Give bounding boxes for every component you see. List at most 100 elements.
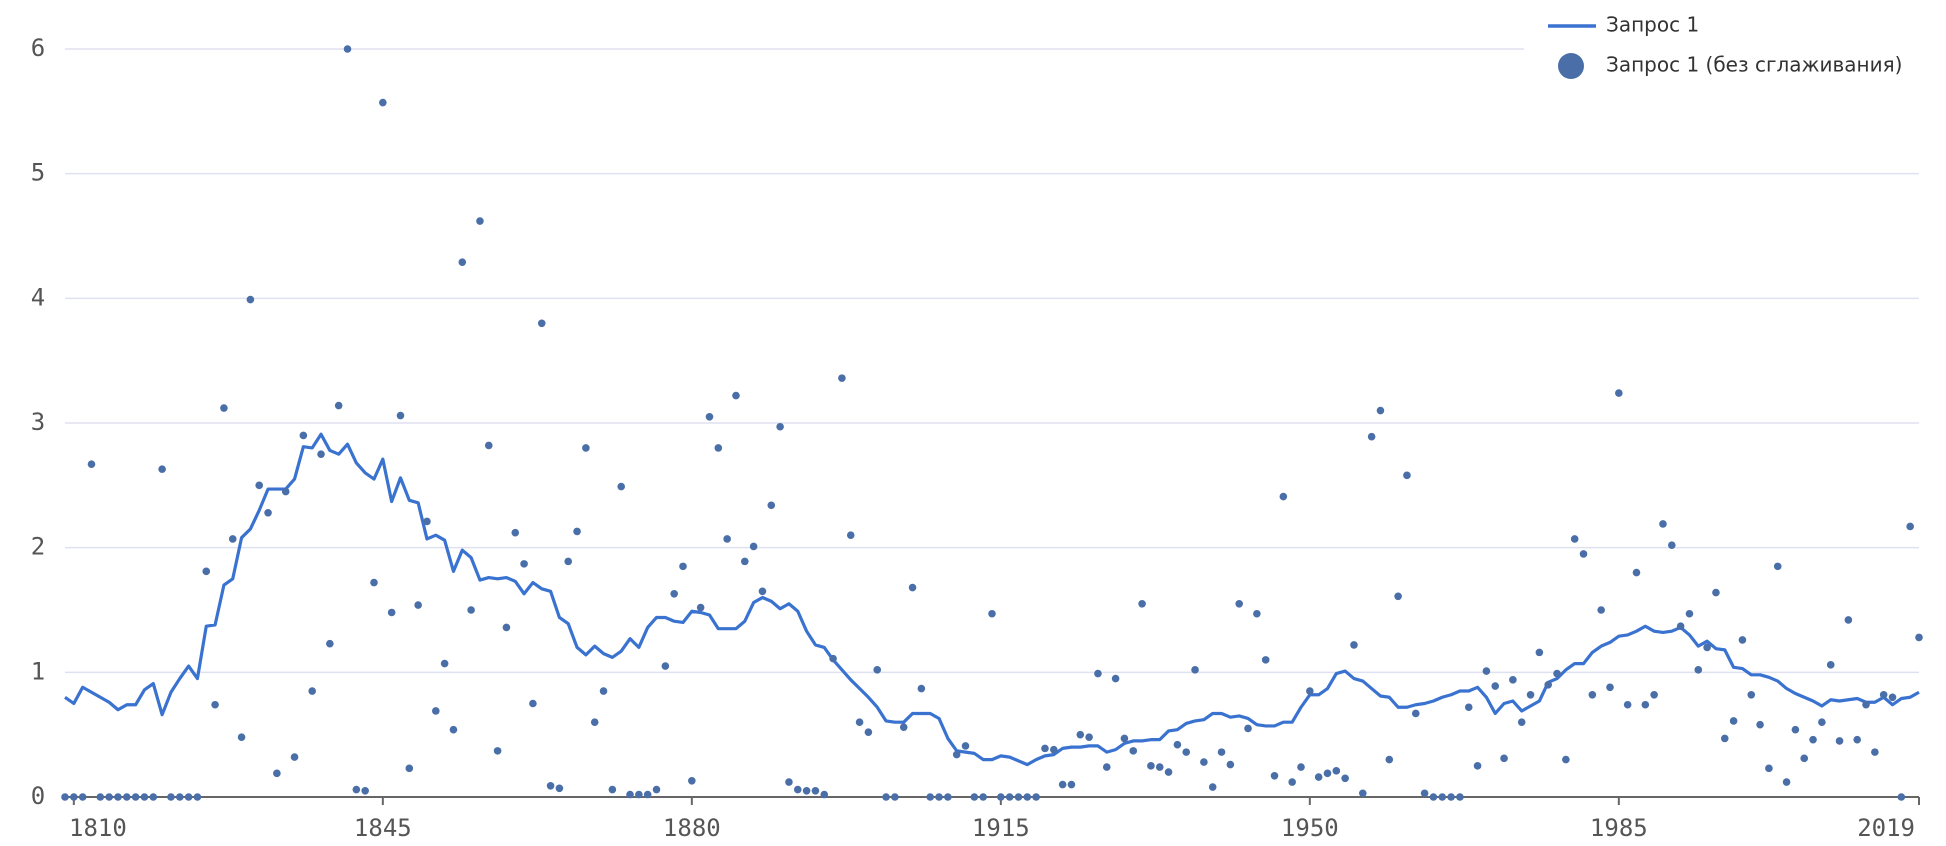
data-point: [899, 723, 908, 731]
data-point: [387, 608, 396, 617]
data-point: [1023, 793, 1032, 801]
y-tick-label: 5: [31, 159, 45, 187]
data-point: [1173, 740, 1182, 749]
data-point: [1632, 568, 1641, 577]
data-point: [935, 793, 943, 801]
data-point: [396, 411, 405, 420]
data-point: [70, 793, 78, 801]
data-point: [1738, 636, 1747, 644]
data-point: [1076, 730, 1085, 739]
data-point: [661, 662, 670, 670]
data-point: [1915, 633, 1923, 642]
data-point: [1535, 648, 1544, 657]
data-point: [741, 557, 749, 566]
data-point: [1208, 783, 1217, 791]
data-point: [220, 404, 228, 412]
data-point: [1385, 755, 1394, 764]
data-point: [1147, 762, 1155, 770]
data-point: [1668, 541, 1676, 549]
data-point: [175, 793, 184, 801]
data-point: [96, 793, 105, 801]
data-point: [1879, 690, 1888, 699]
data-point: [281, 487, 290, 496]
data-point: [149, 793, 158, 801]
data-point: [1685, 609, 1694, 618]
data-point: [767, 501, 776, 510]
data-point: [1623, 700, 1632, 709]
data-point: [1482, 667, 1491, 675]
data-point: [776, 422, 784, 431]
x-tick-label: 1915: [972, 814, 1030, 842]
data-point: [1253, 609, 1261, 618]
data-point: [705, 412, 714, 421]
data-point: [617, 482, 625, 491]
data-point: [1332, 767, 1341, 775]
data-point: [793, 785, 802, 794]
data-point: [1359, 789, 1367, 798]
data-point: [679, 562, 687, 571]
data-point: [643, 790, 652, 799]
plot-area: [61, 45, 1923, 801]
data-point: [1773, 562, 1782, 571]
data-point: [290, 753, 299, 761]
x-tick-label: 1985: [1590, 814, 1648, 842]
data-point: [1826, 661, 1835, 669]
data-point: [193, 793, 202, 801]
data-point: [1094, 669, 1102, 678]
data-point: [1615, 389, 1623, 397]
data-point: [758, 587, 767, 596]
data-point: [1217, 748, 1226, 756]
data-point: [493, 747, 502, 755]
data-point: [1164, 768, 1173, 776]
data-point: [264, 508, 272, 517]
data-point: [732, 391, 740, 400]
data-point: [1155, 763, 1164, 771]
data-point: [1411, 709, 1420, 718]
data-point: [1288, 778, 1296, 786]
y-tick-label: 3: [31, 408, 45, 436]
data-point: [123, 793, 131, 801]
grid: 0 1 2 3 4 5 6 1810 1845 1880 1915 1950 1985 2019: [31, 34, 1920, 842]
data-point: [1297, 763, 1305, 771]
data-point: [1703, 643, 1711, 652]
data-point: [1517, 718, 1526, 726]
data-point: [688, 776, 696, 785]
data-point: [158, 465, 166, 473]
data-point: [476, 217, 484, 225]
data-point: [299, 431, 308, 440]
data-point: [511, 528, 520, 537]
line-series: [64, 432, 1920, 767]
data-point: [1058, 780, 1067, 789]
data-point: [855, 718, 864, 726]
data-point: [1606, 683, 1614, 692]
data-point: [1191, 666, 1199, 674]
data-point: [555, 784, 564, 793]
data-point: [1818, 718, 1826, 726]
data-point: [1500, 754, 1508, 763]
data-point: [1244, 724, 1252, 733]
data-point: [1120, 734, 1129, 743]
data-point: [714, 444, 723, 452]
data-point: [979, 793, 987, 801]
data-point: [467, 606, 475, 614]
data-point: [1350, 641, 1358, 649]
data-point: [140, 793, 149, 801]
data-point: [652, 785, 661, 794]
y-tick-label: 2: [31, 533, 45, 561]
legend: Запрос 1 Запрос 1 (без сглаживания): [1524, 0, 1946, 92]
data-point: [917, 684, 926, 693]
data-point: [1050, 745, 1058, 754]
data-point: [1676, 622, 1685, 631]
data-point: [1509, 676, 1517, 684]
data-point: [546, 781, 555, 790]
data-point: [846, 531, 855, 539]
data-point: [838, 374, 846, 382]
data-point: [1367, 432, 1376, 441]
data-point: [1447, 793, 1455, 801]
data-point: [273, 769, 281, 778]
data-point: [1659, 520, 1667, 528]
data-point: [670, 589, 678, 598]
data-point: [608, 785, 617, 794]
data-point: [1729, 717, 1738, 725]
data-point: [1438, 793, 1447, 801]
